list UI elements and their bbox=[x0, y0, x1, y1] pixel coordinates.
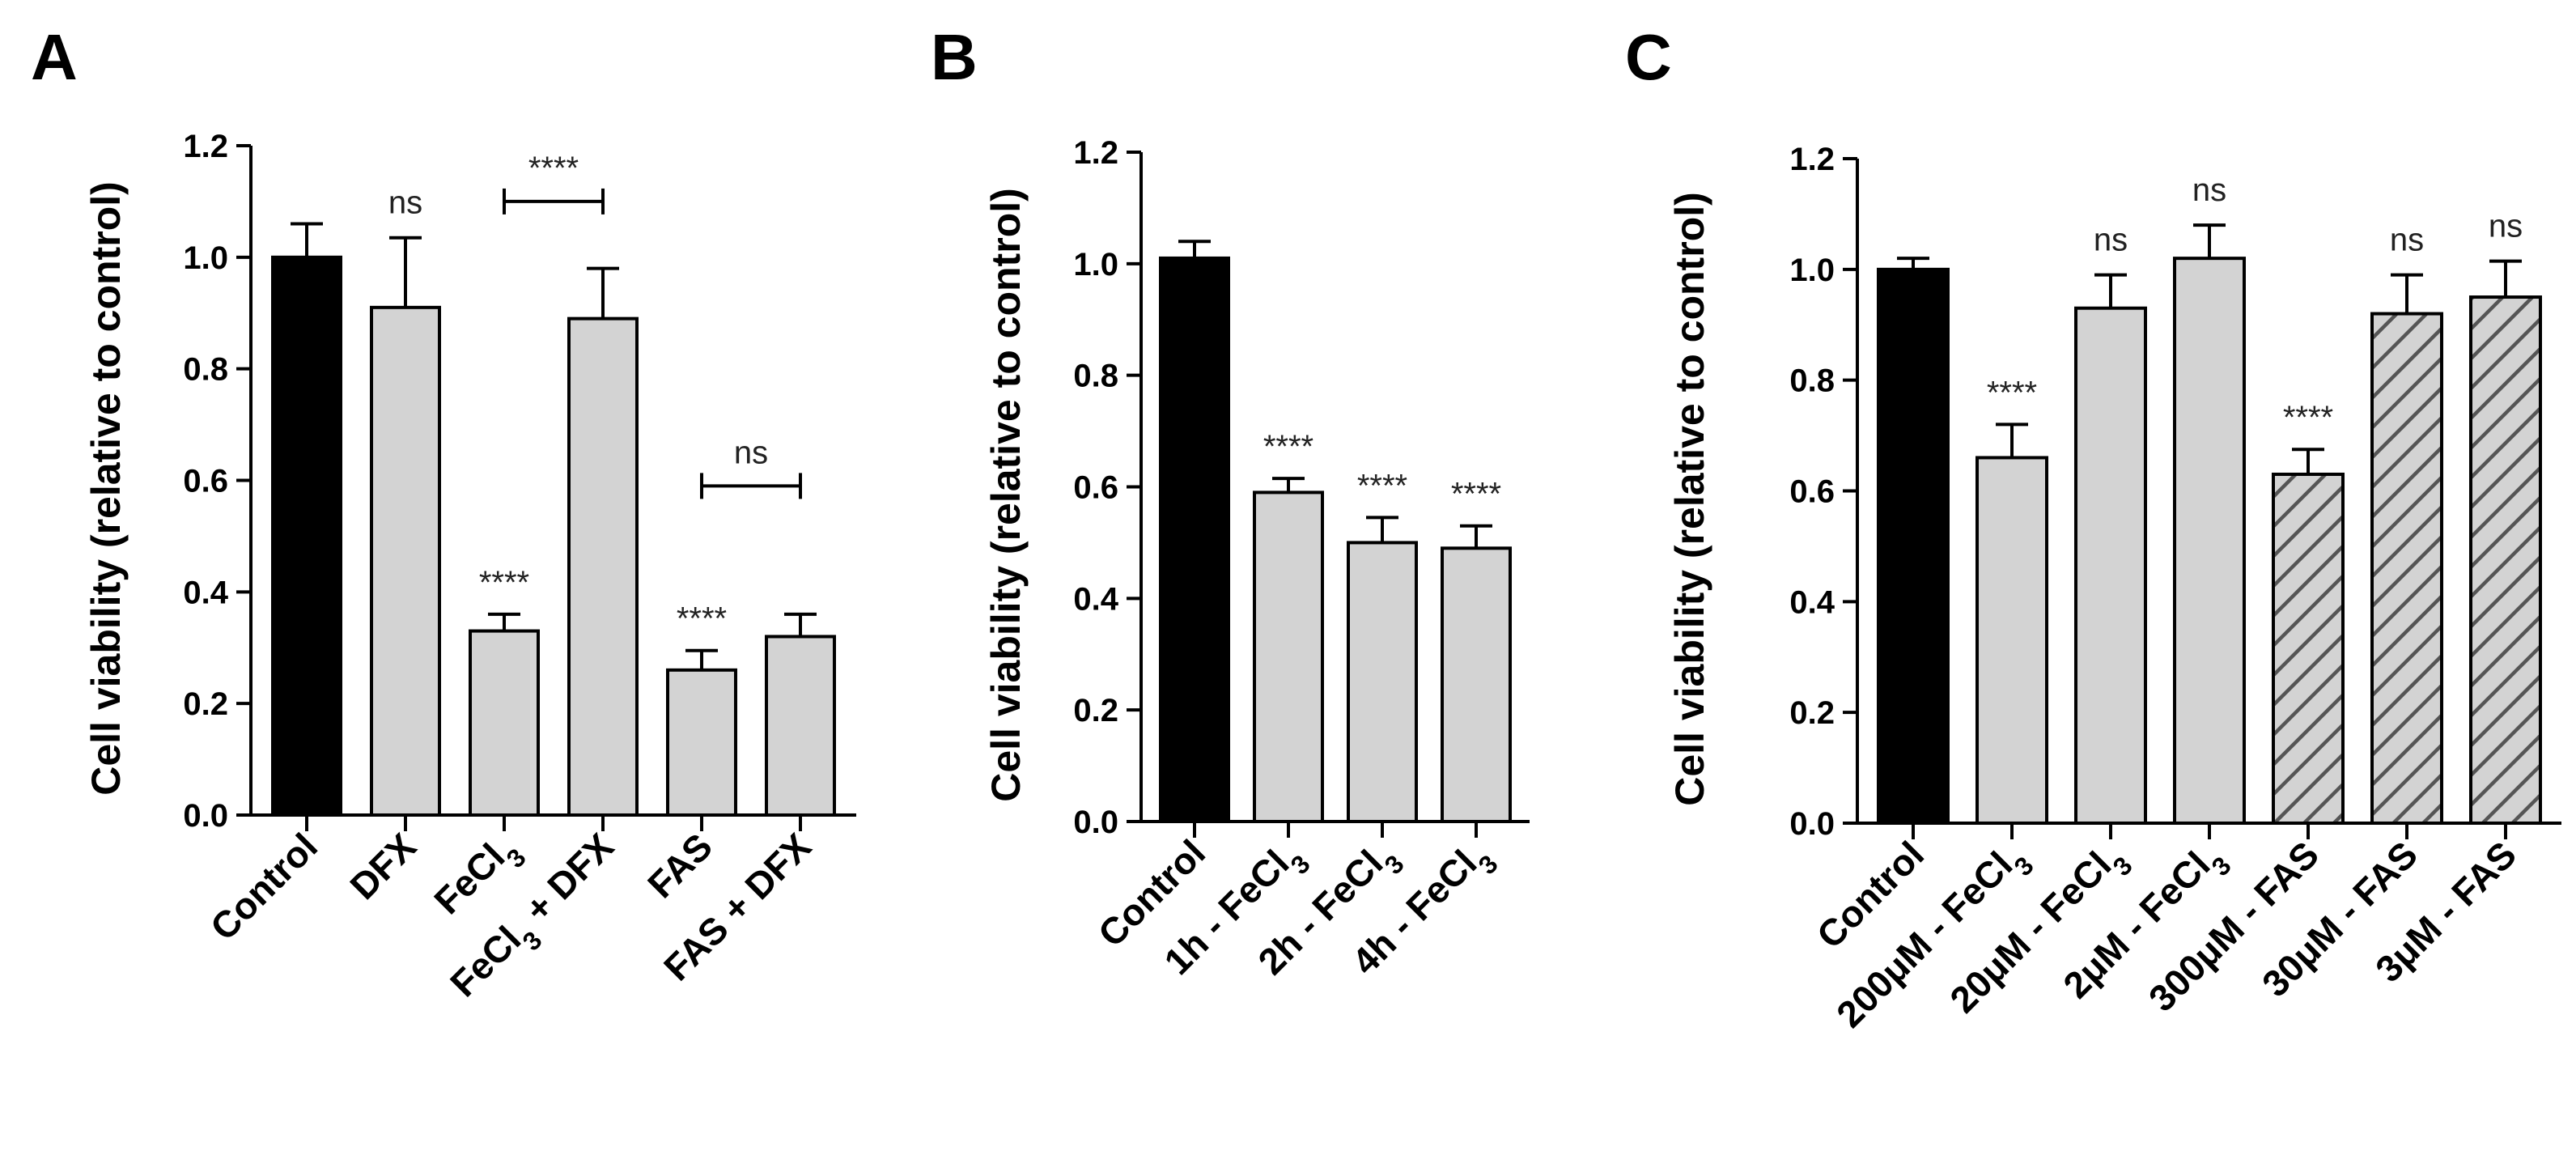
bar bbox=[469, 629, 540, 817]
y-tick-label: 1.2 bbox=[183, 129, 228, 164]
y-tick-label: 0.0 bbox=[1789, 806, 1835, 842]
significance-label: **** bbox=[677, 601, 727, 637]
panel-b: B Cell viability (relative to control) 0.0… bbox=[931, 21, 1530, 983]
y-tick-label: 1.2 bbox=[1073, 135, 1118, 171]
significance-label: ns bbox=[2094, 223, 2128, 258]
bar bbox=[2074, 306, 2147, 826]
bar bbox=[1347, 541, 1418, 824]
significance-label: **** bbox=[1263, 429, 1313, 465]
bar bbox=[1159, 256, 1230, 824]
bar bbox=[2173, 257, 2246, 825]
bracket-label: **** bbox=[528, 151, 579, 186]
y-tick-label: 0.2 bbox=[1789, 695, 1835, 731]
bar bbox=[1253, 490, 1324, 823]
bar bbox=[1975, 456, 2048, 825]
y-tick-label: 0.2 bbox=[1073, 693, 1118, 728]
significance-label: ns bbox=[2390, 223, 2424, 258]
y-tick-label: 0.8 bbox=[1789, 363, 1835, 399]
bar bbox=[271, 255, 342, 817]
x-tick-label: Control bbox=[202, 825, 325, 948]
significance-label: **** bbox=[1357, 468, 1407, 503]
y-tick-label: 1.0 bbox=[1789, 253, 1835, 288]
bar bbox=[2469, 295, 2542, 825]
y-tick-label: 0.4 bbox=[1789, 584, 1835, 620]
y-tick-label: 0.6 bbox=[183, 464, 228, 499]
panel-c: C Cell viability (relative to control) 0.0… bbox=[1625, 21, 2561, 1035]
significance-label: **** bbox=[1451, 477, 1501, 512]
significance-label: ns bbox=[2192, 172, 2226, 208]
y-tick-label: 0.8 bbox=[183, 352, 228, 388]
y-tick-label: 1.2 bbox=[1789, 142, 1835, 177]
panel-a: A Cell viability (relative to control) 0.0… bbox=[31, 21, 856, 1004]
bar bbox=[666, 668, 737, 817]
bracket-label: ns bbox=[734, 435, 768, 470]
bar bbox=[765, 635, 836, 817]
y-tick-label: 0.8 bbox=[1073, 359, 1118, 394]
y-tick-label: 1.0 bbox=[183, 240, 228, 276]
significance-label: **** bbox=[2283, 400, 2333, 435]
y-tick-label: 0.6 bbox=[1789, 474, 1835, 510]
y-axis-label: Cell viability (relative to control) bbox=[83, 181, 129, 796]
y-tick-label: 0.0 bbox=[1073, 805, 1118, 840]
x-tick-label: FAS bbox=[639, 825, 720, 906]
bar bbox=[2272, 472, 2345, 825]
panel-label: A bbox=[31, 21, 78, 93]
y-tick-label: 0.0 bbox=[183, 798, 228, 834]
bar bbox=[1441, 546, 1512, 824]
bar bbox=[567, 316, 639, 817]
y-tick-label: 0.2 bbox=[183, 686, 228, 722]
y-axis-label: Cell viability (relative to control) bbox=[1667, 192, 1712, 806]
y-axis-label: Cell viability (relative to control) bbox=[983, 188, 1029, 802]
panel-label: C bbox=[1625, 21, 1672, 93]
bar bbox=[2370, 312, 2443, 826]
bar bbox=[1877, 267, 1950, 826]
panel-label: B bbox=[931, 21, 978, 93]
significance-label: **** bbox=[1987, 375, 2037, 410]
y-tick-label: 0.4 bbox=[183, 575, 228, 610]
x-tick-label: 300μM - FAS bbox=[2141, 833, 2327, 1019]
y-tick-label: 1.0 bbox=[1073, 247, 1118, 282]
significance-label: **** bbox=[479, 565, 529, 601]
y-tick-label: 0.6 bbox=[1073, 470, 1118, 506]
y-tick-label: 0.4 bbox=[1073, 581, 1118, 617]
bar bbox=[370, 305, 441, 817]
x-tick-label: DFX bbox=[342, 825, 424, 907]
significance-label: ns bbox=[2489, 209, 2523, 244]
significance-label: ns bbox=[388, 185, 422, 221]
